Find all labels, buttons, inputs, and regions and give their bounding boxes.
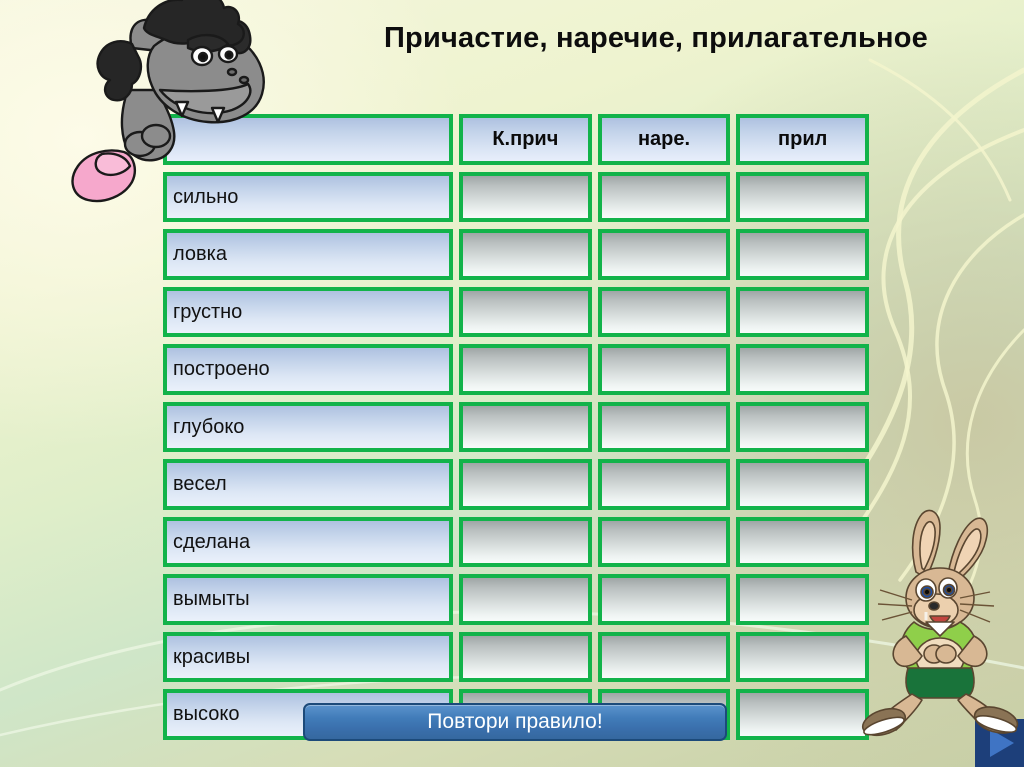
answer-cell-pril[interactable] xyxy=(736,171,870,222)
row-word-label: высоко xyxy=(173,703,240,726)
answer-cell-nare[interactable] xyxy=(597,631,731,682)
answer-cell-k-prich[interactable] xyxy=(459,286,592,337)
column-header-label: К.прич xyxy=(492,128,559,151)
table-row: построено xyxy=(163,344,870,395)
table-row: грустно xyxy=(163,286,870,337)
page-title: Причастие, наречие, прилагательное xyxy=(384,22,928,54)
answer-cell-k-prich[interactable] xyxy=(459,401,592,452)
repeat-rule-button-label: Повтори правило! xyxy=(427,710,603,733)
answer-cell-k-prich[interactable] xyxy=(459,229,592,280)
answer-cell-k-prich[interactable] xyxy=(459,574,592,625)
table-row: вымыты xyxy=(163,574,870,625)
row-word-cell: глубоко xyxy=(163,401,453,452)
column-header-pril: прил xyxy=(736,114,870,165)
row-word-cell: сделана xyxy=(163,516,453,567)
table-row: ловка xyxy=(163,229,870,280)
column-header-k-prich: К.прич xyxy=(459,114,592,165)
answer-cell-nare[interactable] xyxy=(597,171,731,222)
answer-cell-k-prich[interactable] xyxy=(459,516,592,567)
row-word-cell: построено xyxy=(163,344,453,395)
column-header-label: прил xyxy=(778,128,828,151)
answer-cell-nare[interactable] xyxy=(597,459,731,510)
row-word-label: грустно xyxy=(173,300,243,323)
row-word-label: построено xyxy=(173,358,270,381)
answer-cell-nare[interactable] xyxy=(597,344,731,395)
row-word-cell: грустно xyxy=(163,286,453,337)
answer-cell-pril[interactable] xyxy=(736,229,870,280)
row-word-cell: красивы xyxy=(163,631,453,682)
answer-cell-pril[interactable] xyxy=(736,286,870,337)
answer-cell-k-prich[interactable] xyxy=(459,344,592,395)
column-header-nare: наре. xyxy=(597,114,731,165)
rabbit-character xyxy=(861,509,1019,737)
row-word-label: глубоко xyxy=(173,415,245,438)
row-word-cell: вымыты xyxy=(163,574,453,625)
answer-cell-pril[interactable] xyxy=(736,344,870,395)
column-header-label: наре. xyxy=(637,128,691,151)
answer-cell-pril[interactable] xyxy=(736,401,870,452)
answer-cell-pril[interactable] xyxy=(736,574,870,625)
answer-cell-nare[interactable] xyxy=(597,516,731,567)
table-row: сделана xyxy=(163,516,870,567)
row-word-label: весел xyxy=(173,473,227,496)
answer-cell-k-prich[interactable] xyxy=(459,631,592,682)
classification-table: К.прич наре. прил сильно ловка грустно xyxy=(163,114,870,740)
row-word-cell: весел xyxy=(163,459,453,510)
row-word-label: вымыты xyxy=(173,588,250,611)
answer-cell-pril[interactable] xyxy=(736,459,870,510)
row-word-cell: сильно xyxy=(163,171,453,222)
answer-cell-k-prich[interactable] xyxy=(459,171,592,222)
answer-cell-pril[interactable] xyxy=(736,516,870,567)
table-row: сильно xyxy=(163,171,870,222)
row-word-cell: ловка xyxy=(163,229,453,280)
answer-cell-pril[interactable] xyxy=(736,631,870,682)
row-word-label: сильно xyxy=(173,185,239,208)
answer-cell-k-prich[interactable] xyxy=(459,459,592,510)
repeat-rule-button[interactable]: Повтори правило! xyxy=(303,703,727,741)
row-word-label: сделана xyxy=(173,530,251,553)
table-row: глубоко xyxy=(163,401,870,452)
wolf-character xyxy=(71,0,265,203)
row-word-label: ловка xyxy=(173,243,227,266)
table-row: весел xyxy=(163,459,870,510)
answer-cell-pril[interactable] xyxy=(736,689,870,740)
row-word-label: красивы xyxy=(173,645,251,668)
answer-cell-nare[interactable] xyxy=(597,574,731,625)
answer-cell-nare[interactable] xyxy=(597,286,731,337)
answer-cell-nare[interactable] xyxy=(597,229,731,280)
answer-cell-nare[interactable] xyxy=(597,401,731,452)
table-row: красивы xyxy=(163,631,870,682)
